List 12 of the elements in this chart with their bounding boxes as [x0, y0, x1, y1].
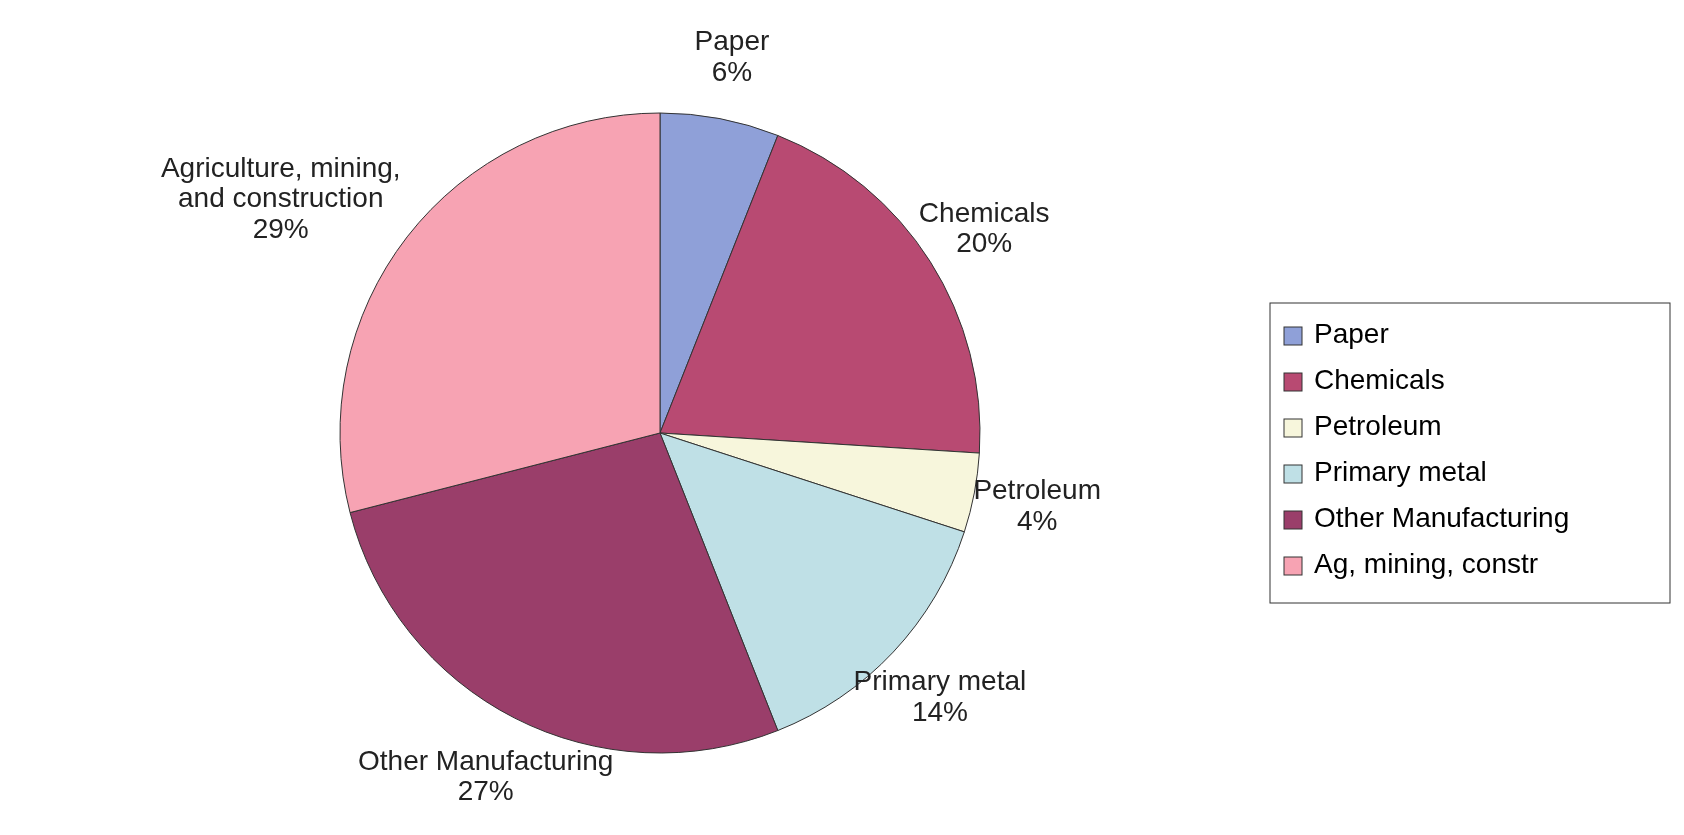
legend-label: Primary metal — [1314, 456, 1487, 487]
legend-label: Ag, mining, constr — [1314, 548, 1539, 579]
data-label: Primary metal 14% — [853, 665, 1027, 728]
legend-label: Petroleum — [1314, 410, 1442, 441]
data-label: Petroleum 4% — [973, 474, 1102, 537]
legend-label: Chemicals — [1314, 364, 1445, 395]
data-label: Other Manufacturing 27% — [358, 744, 614, 807]
legend-label: Paper — [1314, 318, 1389, 349]
data-label: Agriculture, mining, and construction 29% — [160, 151, 401, 245]
legend-label: Other Manufacturing — [1314, 502, 1570, 533]
data-label: Chemicals 20% — [918, 196, 1050, 259]
data-label: Paper 6% — [694, 25, 770, 87]
